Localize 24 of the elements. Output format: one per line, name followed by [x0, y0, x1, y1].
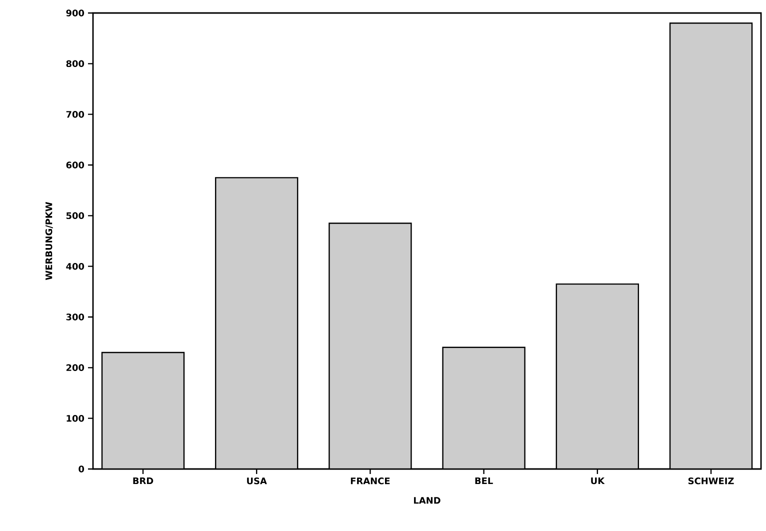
x-tick-label: FRANCE	[350, 478, 390, 484]
y-tick-label: 800	[66, 60, 84, 68]
bar	[442, 347, 525, 469]
y-tick-label: 200	[66, 364, 84, 372]
y-tick-label: 900	[66, 10, 84, 16]
bar	[328, 222, 412, 469]
y-tick-label: 0	[78, 466, 84, 472]
y-tick-label: 600	[66, 162, 84, 168]
y-tick-label: 700	[66, 110, 84, 118]
x-tick-label: UK	[591, 478, 605, 484]
x-tick-label: USA	[247, 478, 267, 484]
y-tick-label: 300	[66, 314, 84, 320]
x-axis-title: LAND	[414, 497, 440, 504]
x-tick-label: SCHWEIZ	[688, 478, 734, 484]
y-tick-label: 100	[66, 414, 84, 422]
bar	[215, 177, 298, 469]
bar	[669, 22, 753, 469]
y-tick-label: 500	[66, 212, 84, 220]
y-axis-title: WERBUNG/PKW	[45, 202, 53, 280]
bar	[556, 283, 640, 469]
y-tick-label: 400	[66, 262, 84, 270]
bar	[101, 352, 185, 469]
x-tick-label: BEL	[475, 478, 493, 484]
x-tick-label: BRD	[133, 478, 154, 484]
